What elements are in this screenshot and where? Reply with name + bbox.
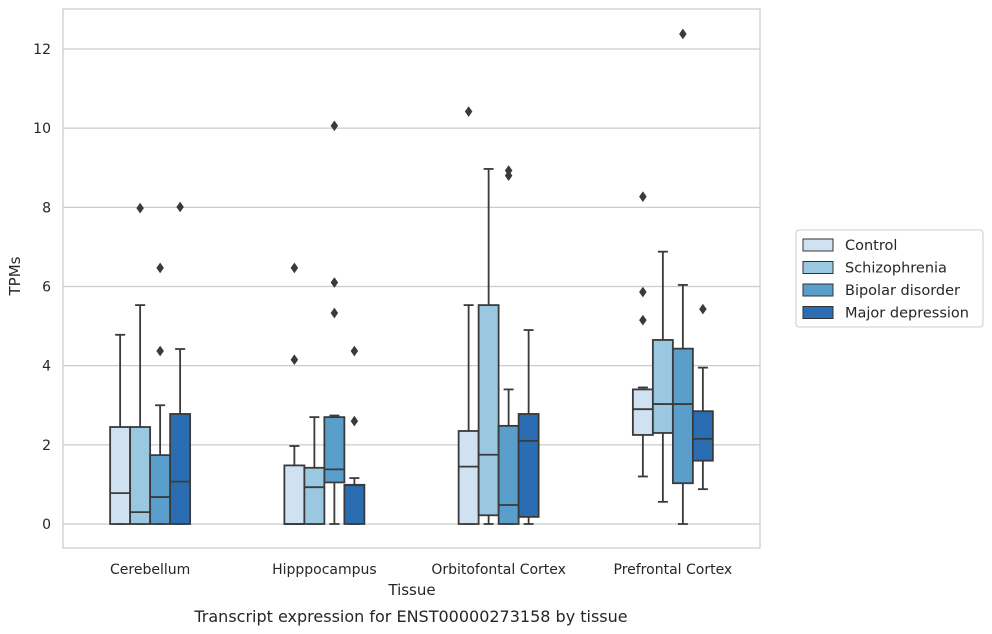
box-bipolar-disorder-hipppocampus xyxy=(323,120,346,525)
outlier-point xyxy=(639,286,647,298)
outlier-point xyxy=(330,120,339,132)
outlier-point xyxy=(290,262,299,274)
box-iqr xyxy=(283,464,306,525)
legend-swatch-bipolar-disorder xyxy=(802,283,834,297)
box-control-hipppocampus xyxy=(283,262,306,525)
box-iqr xyxy=(651,339,674,434)
y-tick-label: 2 xyxy=(42,438,51,454)
outlier-point xyxy=(290,354,299,366)
box-iqr xyxy=(497,424,520,525)
outlier-point xyxy=(350,345,359,357)
legend-label-bipolar-disorder: Bipolar disorder xyxy=(845,283,960,299)
outlier-point xyxy=(504,165,513,176)
box-iqr xyxy=(169,413,192,525)
outlier-point xyxy=(136,202,144,214)
box-iqr xyxy=(691,410,714,462)
box-iqr xyxy=(129,426,152,525)
y-tick-label: 6 xyxy=(42,280,51,296)
category-group-orbitofontal-cortex xyxy=(457,106,540,525)
outlier-point xyxy=(350,415,359,427)
outlier-point xyxy=(156,262,164,274)
outlier-point xyxy=(699,303,707,315)
box-bipolar-disorder-cerebellum xyxy=(149,262,172,525)
box-control-prefrontal-cortex xyxy=(631,191,654,478)
legend-label-schizophrenia: Schizophrenia xyxy=(845,261,947,277)
box-iqr xyxy=(631,388,654,436)
outlier-point xyxy=(156,345,164,357)
y-axis-title: TPMs xyxy=(6,256,24,296)
box-control-cerebellum xyxy=(109,333,132,525)
chart-caption: Transcript expression for ENST0000027315… xyxy=(193,607,627,626)
outlier-point xyxy=(639,314,647,326)
box-series-layer xyxy=(109,28,714,525)
box-iqr xyxy=(109,426,132,525)
outlier-point xyxy=(330,277,339,288)
box-schizophrenia-hipppocampus xyxy=(303,416,326,525)
category-group-hipppocampus xyxy=(283,120,366,525)
box-iqr xyxy=(303,466,326,525)
x-axis-title: Tissue xyxy=(387,581,435,599)
legend-frame xyxy=(795,229,984,328)
y-tick-label: 12 xyxy=(33,42,51,58)
box-iqr xyxy=(343,483,366,525)
legend-swatch-major-depression xyxy=(802,306,834,319)
box-major-depression-prefrontal-cortex xyxy=(691,303,714,491)
y-axis-ticks: 0 2 4 6 8 10 12 xyxy=(33,42,51,533)
box-control-orbitofontal-cortex xyxy=(457,106,480,525)
y-tick-label: 4 xyxy=(42,359,51,375)
box-bipolar-disorder-prefrontal-cortex xyxy=(671,28,694,525)
outlier-point xyxy=(464,106,473,117)
box-bipolar-disorder-orbitofontal-cortex xyxy=(497,165,520,525)
box-major-depression-orbitofontal-cortex xyxy=(517,329,540,525)
x-tick-label: Orbitofontal Cortex xyxy=(431,562,566,578)
gridlines xyxy=(63,48,760,525)
category-group-prefrontal-cortex xyxy=(631,28,714,525)
legend-label-major-depression: Major depression xyxy=(845,306,969,322)
box-schizophrenia-orbitofontal-cortex xyxy=(477,168,500,525)
box-schizophrenia-cerebellum xyxy=(129,202,152,525)
box-major-depression-hipppocampus xyxy=(343,345,366,525)
box-iqr xyxy=(323,416,346,484)
box-iqr xyxy=(671,347,694,485)
box-iqr xyxy=(149,454,172,525)
y-tick-label: 0 xyxy=(42,517,51,533)
outlier-point xyxy=(639,191,647,202)
box-iqr xyxy=(517,413,540,518)
x-tick-label: Cerebellum xyxy=(110,562,190,578)
x-tick-label: Hipppocampus xyxy=(272,562,377,578)
plot-area-frame xyxy=(62,8,761,549)
legend-label-control: Control xyxy=(845,238,897,254)
outlier-point xyxy=(330,307,339,319)
y-tick-label: 8 xyxy=(42,200,51,216)
category-group-cerebellum xyxy=(109,201,192,525)
outlier-point xyxy=(679,28,687,40)
legend-swatch-schizophrenia xyxy=(802,261,834,274)
box-iqr xyxy=(457,430,480,525)
outlier-point xyxy=(176,201,184,213)
box-iqr xyxy=(477,304,500,517)
legend-swatch-control xyxy=(802,238,834,252)
x-axis-ticks: Cerebellum Hipppocampus Orbitofontal Corte… xyxy=(110,562,732,578)
legend: Control Schizophrenia Bipolar disorder Majo… xyxy=(795,229,984,328)
box-major-depression-cerebellum xyxy=(169,201,192,525)
x-tick-label: Prefrontal Cortex xyxy=(614,562,733,578)
box-schizophrenia-prefrontal-cortex xyxy=(651,250,674,503)
y-tick-label: 10 xyxy=(33,121,51,137)
